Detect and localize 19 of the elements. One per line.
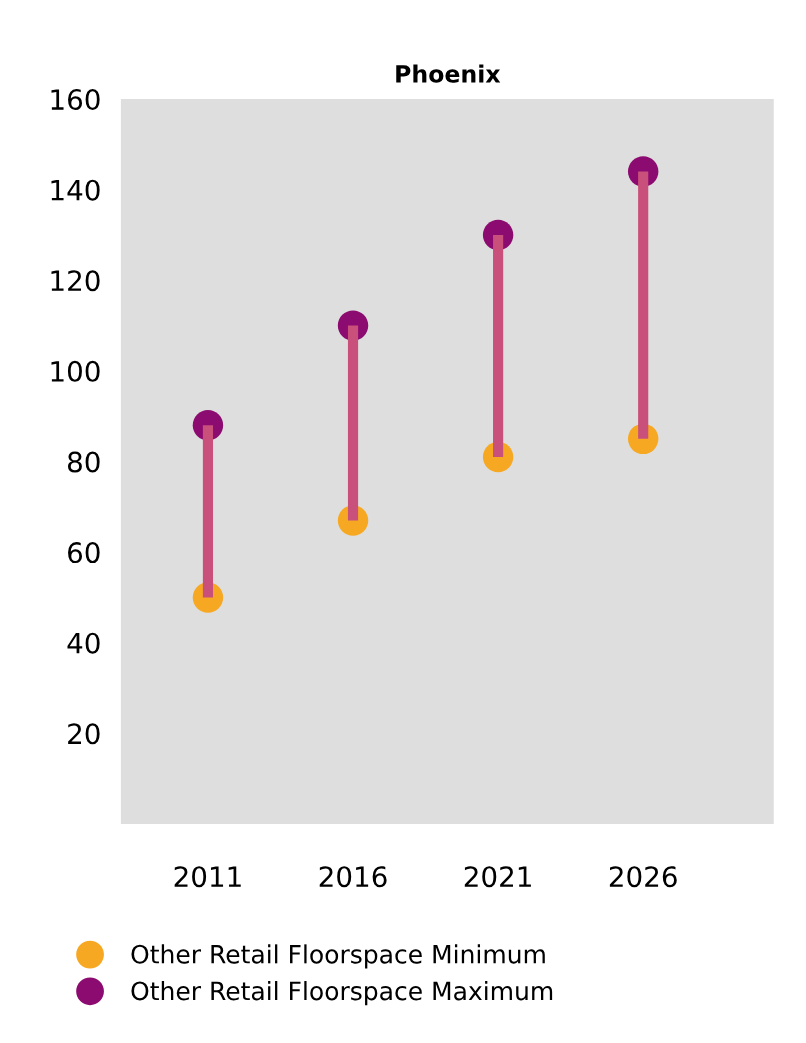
legend-label: Other Retail Floorspace Maximum	[131, 981, 553, 1006]
x-tick-label: 2011	[174, 866, 241, 888]
x-tick-label: 2026	[609, 866, 677, 888]
y-tick-label: 160	[51, 89, 100, 111]
bar	[493, 235, 504, 457]
legend-label: Other Retail Floorspace Minimum	[131, 944, 545, 969]
bar	[202, 425, 214, 598]
y-tick-label: 60	[68, 542, 100, 564]
y-tick-label: 120	[51, 270, 100, 292]
bar	[638, 171, 649, 439]
x-tick-label: 2016	[319, 866, 387, 888]
x-tick-label: 2021	[464, 866, 531, 888]
y-tick-label: 40	[67, 632, 100, 654]
chart-title: Phoenix	[396, 64, 501, 83]
y-tick-label: 100	[51, 360, 100, 382]
y-tick-label: 80	[67, 451, 100, 473]
bar	[347, 325, 359, 521]
y-tick-label: 20	[68, 723, 100, 745]
y-tick-label: 140	[51, 179, 100, 201]
